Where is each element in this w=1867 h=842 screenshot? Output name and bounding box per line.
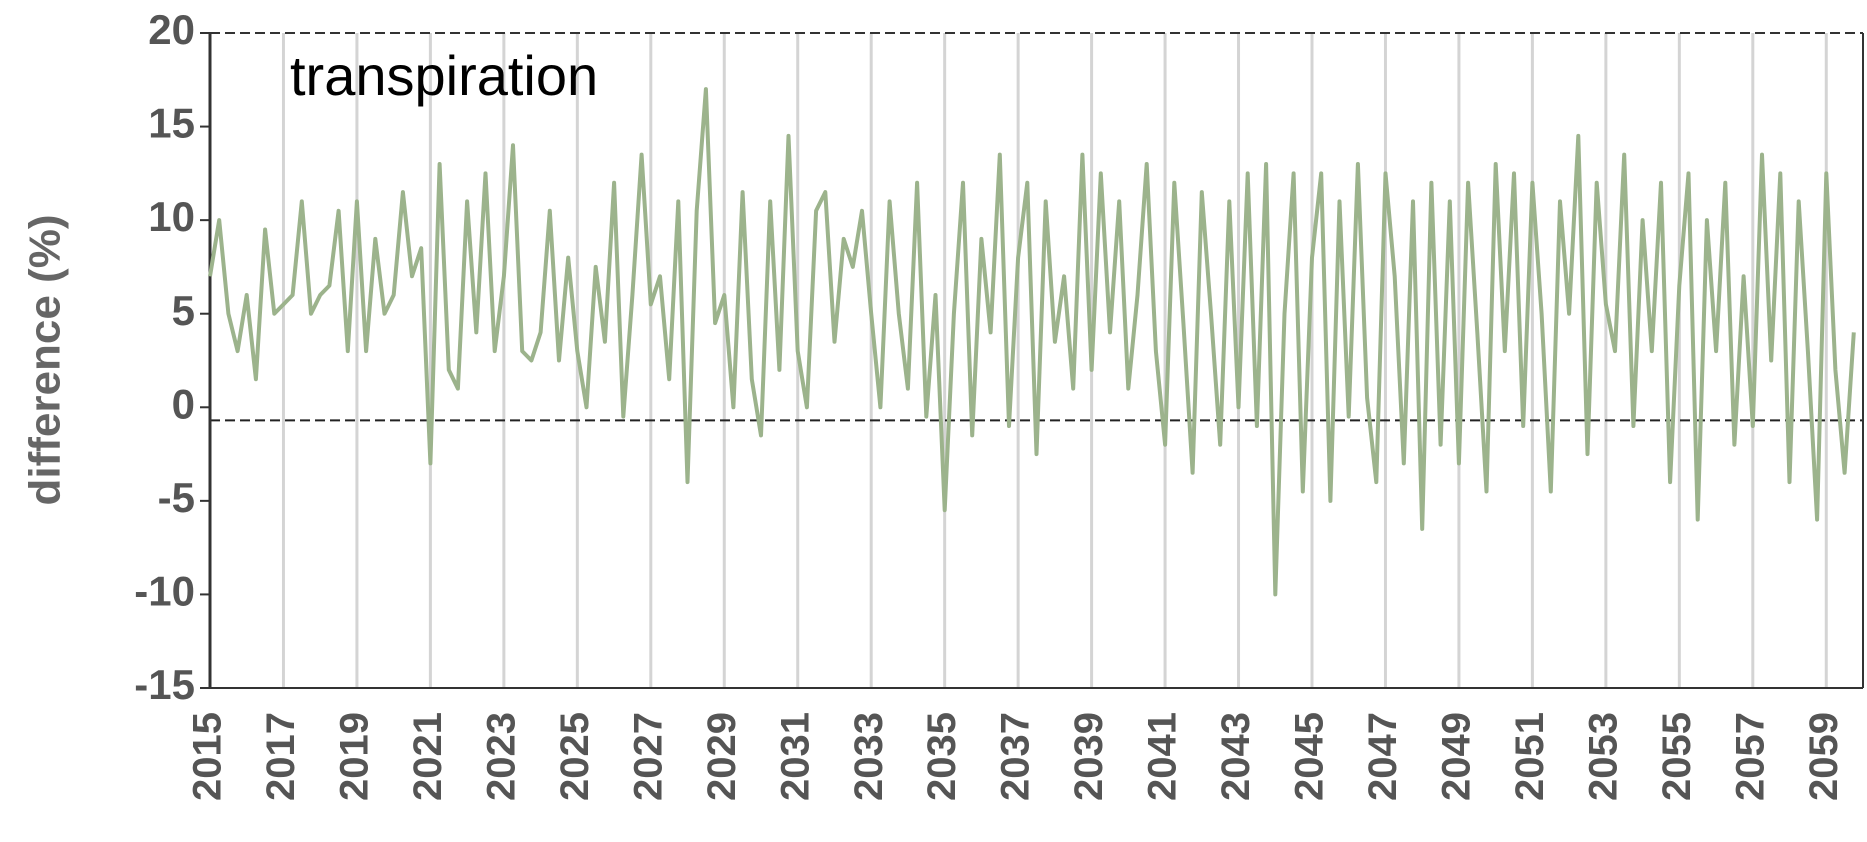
x-tick-label: 2037 bbox=[994, 712, 1038, 801]
x-tick-label: 2031 bbox=[773, 712, 817, 801]
y-tick-label: 10 bbox=[148, 193, 195, 240]
y-tick-label: 15 bbox=[148, 100, 195, 147]
x-tick-label: 2047 bbox=[1361, 712, 1405, 801]
x-tick-label: 2053 bbox=[1581, 712, 1625, 801]
x-tick-label: 2027 bbox=[626, 712, 670, 801]
y-tick-label: -15 bbox=[134, 661, 195, 708]
y-tick-label: 5 bbox=[172, 287, 195, 334]
x-tick-label: 2023 bbox=[479, 712, 523, 801]
annotation: transpiration bbox=[290, 44, 598, 107]
x-tick-label: 2059 bbox=[1802, 712, 1846, 801]
x-tick-label: 2035 bbox=[920, 712, 964, 801]
x-tick-label: 2043 bbox=[1214, 712, 1258, 801]
y-tick-label: 20 bbox=[148, 6, 195, 53]
x-tick-label: 2041 bbox=[1141, 712, 1185, 801]
x-tick-label: 2049 bbox=[1434, 712, 1478, 801]
x-tick-label: 2025 bbox=[553, 712, 597, 801]
x-tick-label: 2039 bbox=[1067, 712, 1111, 801]
x-tick-label: 2017 bbox=[259, 712, 303, 801]
x-tick-label: 2045 bbox=[1288, 712, 1332, 801]
y-tick-label: -10 bbox=[134, 568, 195, 615]
x-tick-label: 2019 bbox=[332, 712, 376, 801]
x-tick-label: 2021 bbox=[406, 712, 450, 801]
x-tick-label: 2015 bbox=[186, 712, 230, 801]
y-tick-label: -5 bbox=[158, 474, 195, 521]
y-axis-title: difference (%) bbox=[21, 215, 70, 506]
y-tick-label: 0 bbox=[172, 380, 195, 427]
x-tick-label: 2051 bbox=[1508, 712, 1552, 801]
data-line bbox=[208, 87, 1856, 597]
x-tick-label: 2055 bbox=[1655, 712, 1699, 801]
x-tick-label: 2057 bbox=[1728, 712, 1772, 801]
x-tick-label: 2033 bbox=[847, 712, 891, 801]
x-tick-label: 2029 bbox=[700, 712, 744, 801]
